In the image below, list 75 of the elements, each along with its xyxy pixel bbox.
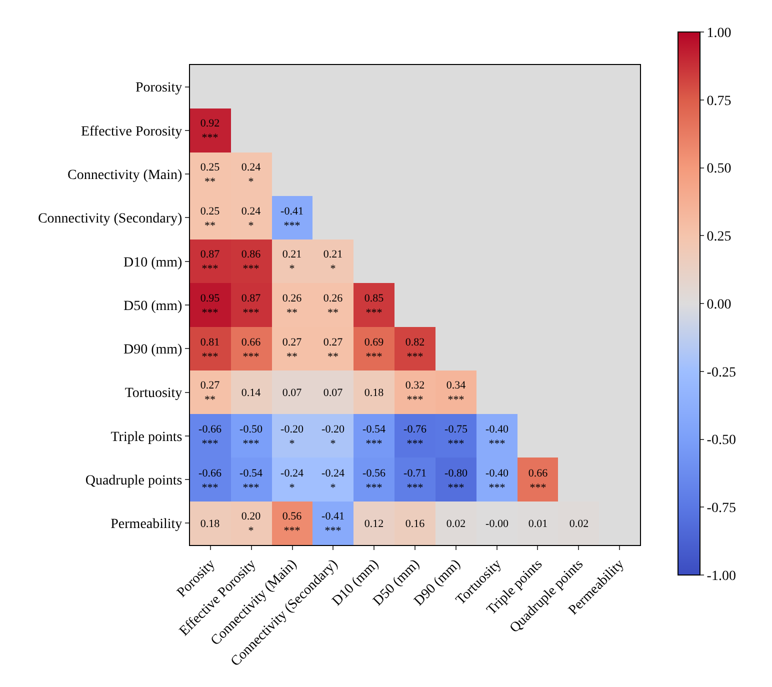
data-label: 0.92 ***: [200, 118, 220, 144]
data-label: 0.02: [446, 518, 466, 530]
data-label: 0.85 ***: [364, 292, 384, 319]
data-label: 0.81 ***: [200, 336, 220, 363]
data-label: 0.16: [405, 518, 426, 530]
data-label: -0.20 *: [322, 424, 345, 450]
data-label: 0.21 *: [323, 248, 343, 275]
data-label: 0.07: [323, 386, 344, 399]
data-label: 0.66 ***: [528, 468, 548, 494]
data-label: 0.25 **: [200, 206, 220, 232]
y-tick-label: D50 (mm): [123, 298, 183, 314]
data-label: -0.56 ***: [362, 468, 386, 494]
data-label: 0.12: [364, 518, 384, 530]
data-label: 0.87 ***: [200, 248, 220, 275]
data-label: 0.20 *: [241, 510, 262, 537]
data-label: 0.86 ***: [241, 248, 262, 275]
data-label: 0.27 **: [282, 336, 302, 363]
data-label: 0.01: [528, 518, 548, 530]
y-tick-label: D10 (mm): [123, 255, 183, 270]
data-label: 0.26 **: [323, 292, 344, 319]
y-tick-label: Quadruple points: [85, 473, 182, 488]
y-tick-label: Connectivity (Secondary): [38, 212, 183, 227]
data-label: 0.14: [241, 386, 262, 399]
data-label: -0.66 ***: [198, 468, 222, 494]
data-label: 0.56 ***: [282, 510, 302, 537]
color-bar-label: 0.50: [706, 162, 732, 177]
color-bar-label: -0.50: [706, 433, 736, 448]
data-label: 0.87 ***: [241, 292, 262, 319]
data-label: -0.54 ***: [240, 468, 263, 494]
data-label: 0.27 **: [200, 380, 220, 406]
data-label: 0.26 **: [282, 292, 302, 319]
data-label: 0.21 *: [282, 248, 302, 275]
color-bar-label: -1.00: [706, 568, 736, 584]
data-label: -0.24 *: [280, 468, 304, 494]
data-label: 0.27 **: [323, 336, 344, 363]
data-label: 0.34 ***: [446, 380, 466, 406]
y-tick-label: Connectivity (Main): [67, 168, 183, 183]
data-label: -0.76 ***: [404, 424, 427, 450]
data-label: -0.54 ***: [362, 424, 386, 450]
data-label: -0.75 ***: [444, 424, 468, 450]
data-label: -0.00: [486, 518, 509, 530]
data-label: 0.69 ***: [364, 336, 384, 363]
data-label: 0.07: [282, 386, 302, 399]
data-label: -0.40 ***: [486, 468, 509, 494]
data-label: -0.40 ***: [486, 424, 509, 450]
data-label: 0.18: [200, 518, 220, 530]
data-label: -0.41 ***: [322, 510, 344, 537]
color-bar-label: 1.00: [706, 26, 732, 41]
data-label: -0.24 *: [322, 468, 345, 494]
y-tick-label: Effective Porosity: [80, 124, 182, 140]
data-label: 0.32 ***: [405, 380, 425, 406]
data-label: -0.41 ***: [280, 206, 304, 232]
data-label: -0.50 ***: [240, 424, 263, 450]
y-tick-label: Permeability: [110, 517, 182, 532]
data-label: -0.66 ***: [198, 424, 222, 450]
data-label: 0.66 ***: [241, 336, 262, 363]
data-label: 0.95 ***: [200, 292, 220, 319]
color-bar-label: 0.00: [706, 297, 732, 312]
color-bar-label: 0.75: [706, 94, 732, 109]
data-label: -0.80 ***: [444, 468, 468, 494]
data-label: 0.24 *: [241, 206, 262, 232]
data-label: 0.24 *: [241, 162, 262, 188]
data-label: 0.25 **: [200, 162, 220, 188]
data-label: 0.82 ***: [405, 336, 425, 363]
y-tick-label: Porosity: [136, 80, 182, 96]
data-label: -0.20 *: [280, 424, 304, 450]
y-tick-label: Tortuosity: [124, 386, 182, 402]
y-tick-label: D90 (mm): [123, 342, 183, 358]
y-tick-label: Triple points: [110, 430, 182, 445]
color-bar-label: -0.75: [706, 501, 736, 516]
data-label: 0.02: [569, 518, 589, 530]
color-bar-label: -0.25: [706, 365, 736, 380]
data-label: 0.18: [364, 386, 384, 399]
data-label: -0.71 ***: [404, 468, 426, 494]
color-bar-label: 0.25: [706, 230, 732, 245]
